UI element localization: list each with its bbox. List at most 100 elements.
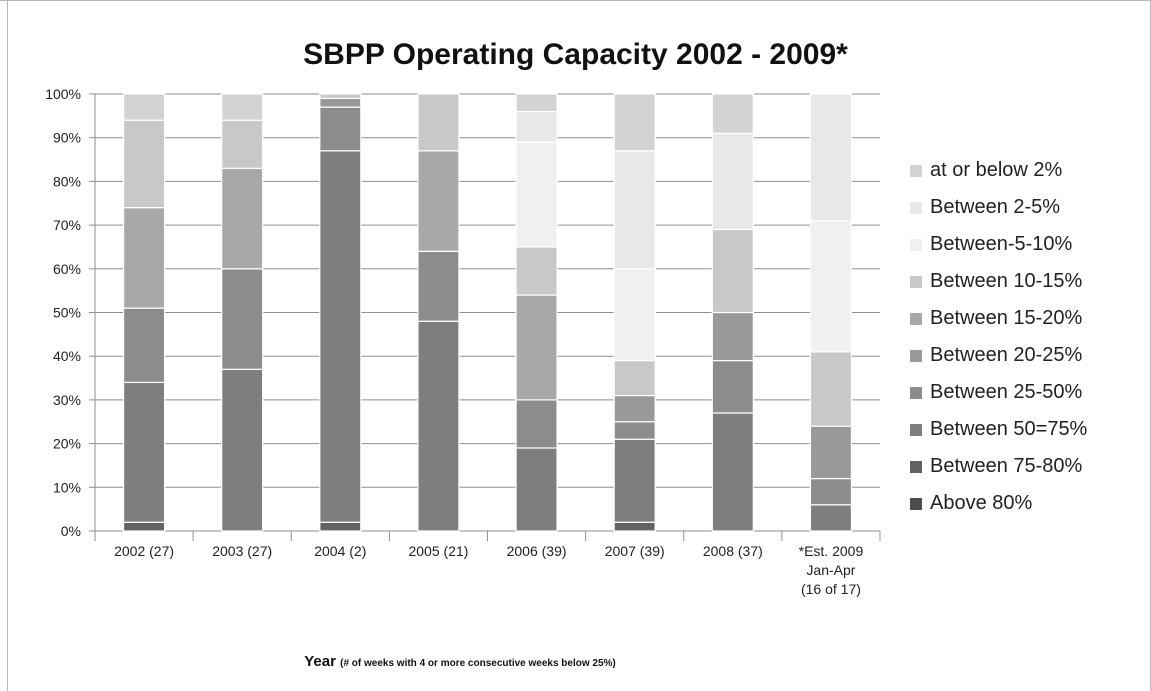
bar-segment: [809, 93, 853, 222]
legend-swatch: [910, 497, 922, 510]
y-tick-label: 70%: [53, 217, 81, 233]
bar-segment: [613, 394, 656, 423]
bar-segment: [319, 150, 362, 523]
y-tick-label: 90%: [53, 130, 81, 146]
legend-label: Between 10-15%: [930, 270, 1083, 292]
bar-segment: [221, 119, 264, 169]
x-tick-label: 2007 (39): [605, 543, 665, 559]
legend-label: Between-5-10%: [930, 233, 1073, 255]
legend-item: Between-5-10%: [910, 226, 1150, 263]
bar-segment: [122, 307, 166, 384]
legend-swatch: [910, 238, 922, 251]
y-tick-label: 60%: [53, 261, 81, 277]
bar-segment: [809, 351, 853, 427]
x-tick-label: 2008 (37): [703, 543, 763, 559]
x-tick-label: 2004 (2): [314, 543, 366, 559]
bar-segment: [221, 368, 264, 532]
bar-segment: [613, 150, 656, 270]
bar-segment: [515, 141, 558, 248]
legend-item: Between 10-15%: [910, 263, 1150, 300]
x-tick-label: 2002 (27): [114, 543, 174, 559]
legend-item: Between 15-20%: [910, 300, 1150, 337]
legend-item: at or below 2%: [910, 152, 1150, 189]
bar-segment: [417, 250, 460, 322]
bar-segment: [809, 425, 853, 480]
legend-item: Between 2-5%: [910, 189, 1150, 226]
x-axis-label-block: Year (# of weeks with 4 or more consecut…: [0, 653, 920, 670]
x-tick-label: 2003 (27): [212, 543, 272, 559]
legend-label: at or below 2%: [930, 159, 1063, 181]
bar-segment: [417, 150, 460, 252]
bar-segment: [122, 381, 166, 523]
y-tick-label: 10%: [53, 479, 81, 495]
chart-legend: at or below 2% Between 2-5% Between-5-10% B…: [910, 152, 1150, 522]
legend-swatch: [910, 201, 922, 214]
bar-segment: [613, 268, 656, 362]
legend-item: Between 50=75%: [910, 411, 1150, 448]
legend-label: Between 50=75%: [930, 418, 1088, 440]
bar-segment: [221, 167, 264, 270]
legend-label: Above 80%: [930, 492, 1033, 514]
legend-item: Between 25-50%: [910, 374, 1150, 411]
y-tick-label: 30%: [53, 392, 81, 408]
bar-segment: [613, 93, 656, 152]
bar-segment: [711, 93, 754, 134]
bar-segment: [122, 521, 166, 532]
legend-label: Between 75-80%: [930, 455, 1083, 477]
x-tick-label: (16 of 17): [801, 581, 861, 597]
bar-segment: [515, 246, 558, 296]
legend-label: Between 15-20%: [930, 307, 1083, 329]
x-tick-label: 2005 (21): [408, 543, 468, 559]
y-tick-label: 50%: [53, 305, 81, 321]
x-tick-label: Jan-Apr: [806, 562, 855, 578]
bar-segment: [711, 132, 754, 231]
y-tick-label: 100%: [45, 86, 81, 102]
bar-segment: [613, 521, 656, 532]
bar-segment: [515, 110, 558, 143]
legend-item: Between 20-25%: [910, 337, 1150, 374]
legend-swatch: [910, 275, 922, 288]
frame-left-border: [7, 0, 8, 691]
legend-item: Above 80%: [910, 485, 1150, 522]
bar-segment: [221, 268, 264, 370]
legend-swatch: [910, 164, 922, 177]
legend-label: Between 20-25%: [930, 344, 1083, 366]
bar-segment: [711, 359, 754, 414]
legend-swatch: [910, 312, 922, 325]
x-tick-label: 2006 (39): [507, 543, 567, 559]
y-tick-label: 40%: [53, 348, 81, 364]
bar-segment: [319, 93, 362, 99]
bar-segment: [515, 447, 558, 532]
bar-segment: [122, 119, 166, 209]
legend-swatch: [910, 349, 922, 362]
y-tick-label: 0%: [61, 523, 81, 539]
legend-swatch: [910, 423, 922, 436]
bar-segment: [515, 294, 558, 401]
bar-segment: [613, 438, 656, 523]
legend-label: Between 2-5%: [930, 196, 1061, 218]
bar-segment: [711, 311, 754, 362]
y-tick-label: 80%: [53, 173, 81, 189]
bar-segment: [711, 228, 754, 314]
bar-segment: [417, 93, 460, 152]
bar-segment: [417, 320, 460, 532]
legend-label: Between 25-50%: [930, 381, 1083, 403]
x-tick-label: *Est. 2009: [799, 543, 864, 559]
legend-swatch: [910, 386, 922, 399]
bar-segment: [515, 399, 558, 449]
bar-segment: [221, 93, 264, 121]
y-tick-label: 20%: [53, 436, 81, 452]
bar-segment: [613, 421, 656, 440]
bar-segment: [711, 412, 754, 532]
bar-segment: [809, 504, 853, 532]
x-axis-label: Year: [304, 653, 336, 670]
bar-segment: [809, 477, 853, 506]
x-axis-label-note: (# of weeks with 4 or more consecutive w…: [340, 658, 616, 669]
bar-segment: [515, 93, 558, 113]
bar-segment: [809, 220, 853, 353]
bar-segment: [122, 93, 166, 121]
legend-swatch: [910, 460, 922, 473]
chart-title: SBPP Operating Capacity 2002 - 2009*: [303, 38, 848, 71]
legend-item: Between 75-80%: [910, 448, 1150, 485]
